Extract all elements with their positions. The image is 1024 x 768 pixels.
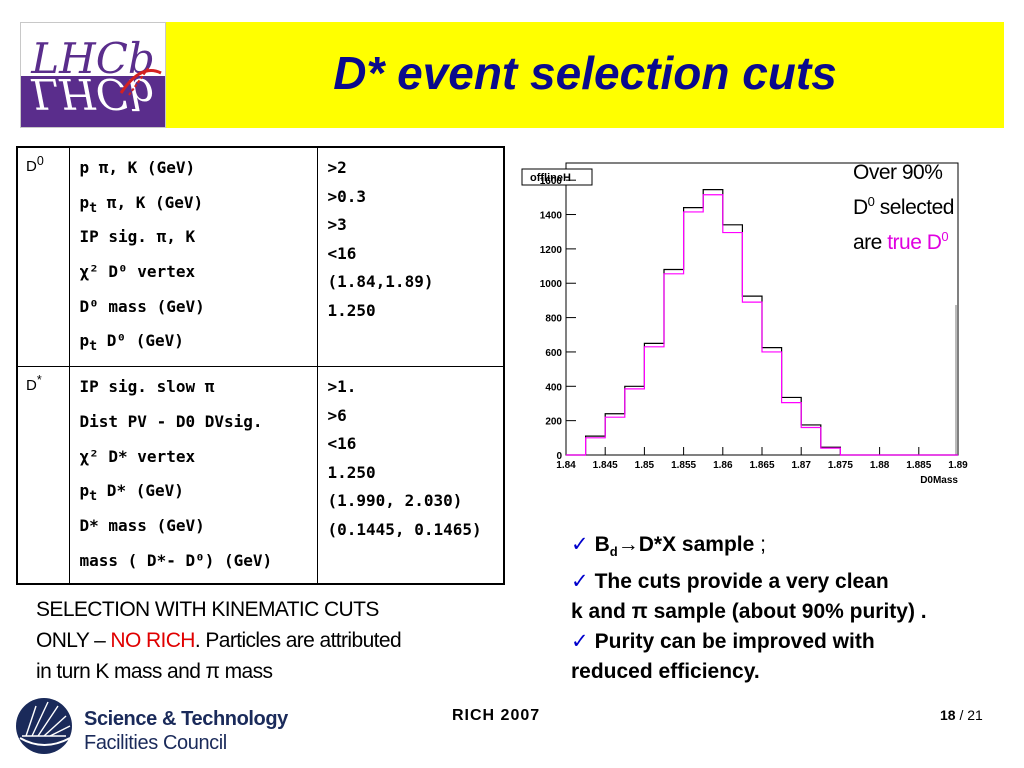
value-line: 1.250 [327, 300, 376, 320]
d0-mass-histogram: offlineH 1.84 1.845 1.85 1.855 1.86 1.865 1.87… [510, 155, 1010, 490]
variable-line: D⁰ mass (GeV) [79, 296, 205, 316]
variable-line: IP sig. π, K [79, 227, 196, 247]
value-line: <16 [327, 434, 357, 454]
note-line: ONLY – NO RICH. Particles are attributed [36, 629, 402, 652]
value-line: >2 [327, 158, 347, 177]
variable-line: pt D⁰ (GeV) [79, 331, 184, 355]
variable-line: IP sig. slow π [79, 377, 215, 397]
histogram-label: offlineH [530, 172, 571, 184]
annotation-line: Over 90% [853, 161, 943, 184]
x-tick-label: 1.875 [828, 460, 853, 471]
x-tick-label: 1.85 [635, 460, 655, 471]
y-tick-label: 600 [545, 348, 562, 359]
lhcb-logo-icon: LHCb LHCb [21, 23, 165, 127]
bullet-continuation: k and π sample (about 90% purity) . [571, 600, 927, 624]
x-tick-label: 1.84 [556, 460, 576, 471]
values-cell: >1. >6 <16 1.250 (1.990, 2.030) (0.1445,… [316, 366, 505, 585]
value-line: >6 [327, 405, 347, 425]
particle-sup: 0 [36, 154, 44, 168]
particle-name: D [26, 158, 37, 175]
value-line: >0.3 [327, 186, 367, 206]
particle-name: D [26, 377, 37, 395]
stat-box [521, 168, 593, 186]
y-tick-label: 1600 [540, 176, 563, 187]
y-tick-label: 400 [545, 382, 562, 393]
x-tick-label: 1.855 [671, 460, 696, 471]
histogram-svg: offlineH 1.84 1.845 1.85 1.855 1.86 1.865 1.87… [510, 155, 1010, 490]
header-bar: D* event selection cuts [166, 22, 1004, 128]
purity-annotation: Over 90% D0 selected are true D0 [853, 158, 954, 257]
table-row-dstar: D* IP sig. slow π Dist PV - D0 DVsig. χ²… [16, 366, 505, 585]
variables-cell: IP sig. slow π Dist PV - D0 DVsig. χ² D*… [68, 366, 318, 585]
annotation-line: D0 selected [853, 194, 954, 219]
variable-line: χ² D⁰ vertex [79, 262, 196, 282]
lhcb-logo: LHCb LHCb [20, 22, 166, 128]
variable-line: D* mass (GeV) [79, 515, 205, 535]
value-line: <16 [327, 243, 357, 263]
x-tick-label: 1.845 [593, 460, 618, 471]
y-tick-label: 1000 [540, 279, 563, 290]
table-row-d0: D0 p π, K (GeV) pt π, K (GeV) IP sig. π,… [16, 146, 505, 368]
x-tick-label: 1.865 [749, 460, 774, 471]
value-line: (1.990, 2.030) [327, 491, 463, 511]
value-line: 1.250 [327, 462, 376, 482]
y-tick-label: 1400 [540, 211, 563, 222]
variable-line: χ² D* vertex [79, 446, 196, 466]
y-tick-label: 200 [545, 417, 562, 428]
particle-cell: D0 [16, 146, 70, 368]
x-tick-label: 1.88 [870, 460, 890, 471]
y-tick-label: 800 [545, 314, 562, 325]
x-tick-label: 1.87 [791, 460, 811, 471]
bullet-item: ✓ Purity can be improved with [571, 630, 875, 654]
variable-line: pt π, K (GeV) [79, 192, 204, 216]
org-name-line2: Facilities Council [84, 732, 227, 754]
note-line: in turn K mass and π mass [36, 660, 273, 683]
variable-line: pt D* (GeV) [79, 481, 184, 505]
footer-conference: RICH 2007 [452, 707, 541, 724]
page-number: 18 / 21 [940, 707, 983, 723]
bullet-item: ✓ Bd→D*X sample ; [571, 533, 766, 560]
x-axis-title: D0Mass [920, 475, 958, 486]
org-name-line1: Science & Technology [84, 708, 288, 730]
annotation-line: are true D0 [853, 229, 949, 254]
variables-cell: p π, K (GeV) pt π, K (GeV) IP sig. π, K … [68, 146, 318, 368]
x-tick-label: 1.89 [948, 460, 968, 471]
y-tick-label: 1200 [540, 245, 563, 256]
cuts-table: D0 p π, K (GeV) pt π, K (GeV) IP sig. π,… [16, 146, 505, 585]
bullet-item: ✓ The cuts provide a very clean [571, 570, 889, 594]
y-tick-label: 0 [556, 451, 562, 462]
check-icon: ✓ [571, 570, 589, 594]
variable-line: mass ( D*- D⁰) (GeV) [79, 550, 273, 570]
particle-sup: * [36, 373, 42, 388]
histogram-true-d0 [566, 194, 958, 456]
check-icon: ✓ [571, 630, 589, 654]
value-line: >3 [327, 215, 347, 234]
value-line: (0.1445, 0.1465) [327, 519, 482, 539]
variable-line: p π, K (GeV) [79, 158, 196, 177]
stfc-sunburst-icon [16, 698, 72, 754]
value-line: >1. [327, 377, 357, 397]
note-line: SELECTION WITH KINEMATIC CUTS [36, 598, 379, 621]
svg-text:LHCb: LHCb [30, 34, 155, 83]
particle-cell: D* [16, 366, 70, 585]
bullet-continuation: reduced efficiency. [571, 660, 760, 684]
selection-note: SELECTION WITH KINEMATIC CUTS ONLY – NO … [36, 594, 526, 687]
variable-line: Dist PV - D0 DVsig. [79, 411, 263, 431]
values-cell: >2 >0.3 >3 <16 (1.84,1.89) 1.250 [316, 146, 505, 368]
check-icon: ✓ [571, 533, 589, 556]
slide-title: D* event selection cuts [333, 47, 837, 99]
value-line: (1.84,1.89) [327, 272, 434, 291]
conclusion-bullets: ✓ Bd→D*X sample ; ✓ The cuts provide a ver… [571, 530, 1021, 687]
x-tick-label: 1.885 [906, 460, 931, 471]
stfc-logo: Science & Technology Facilities Council [12, 692, 312, 758]
x-tick-label: 1.86 [713, 460, 733, 471]
